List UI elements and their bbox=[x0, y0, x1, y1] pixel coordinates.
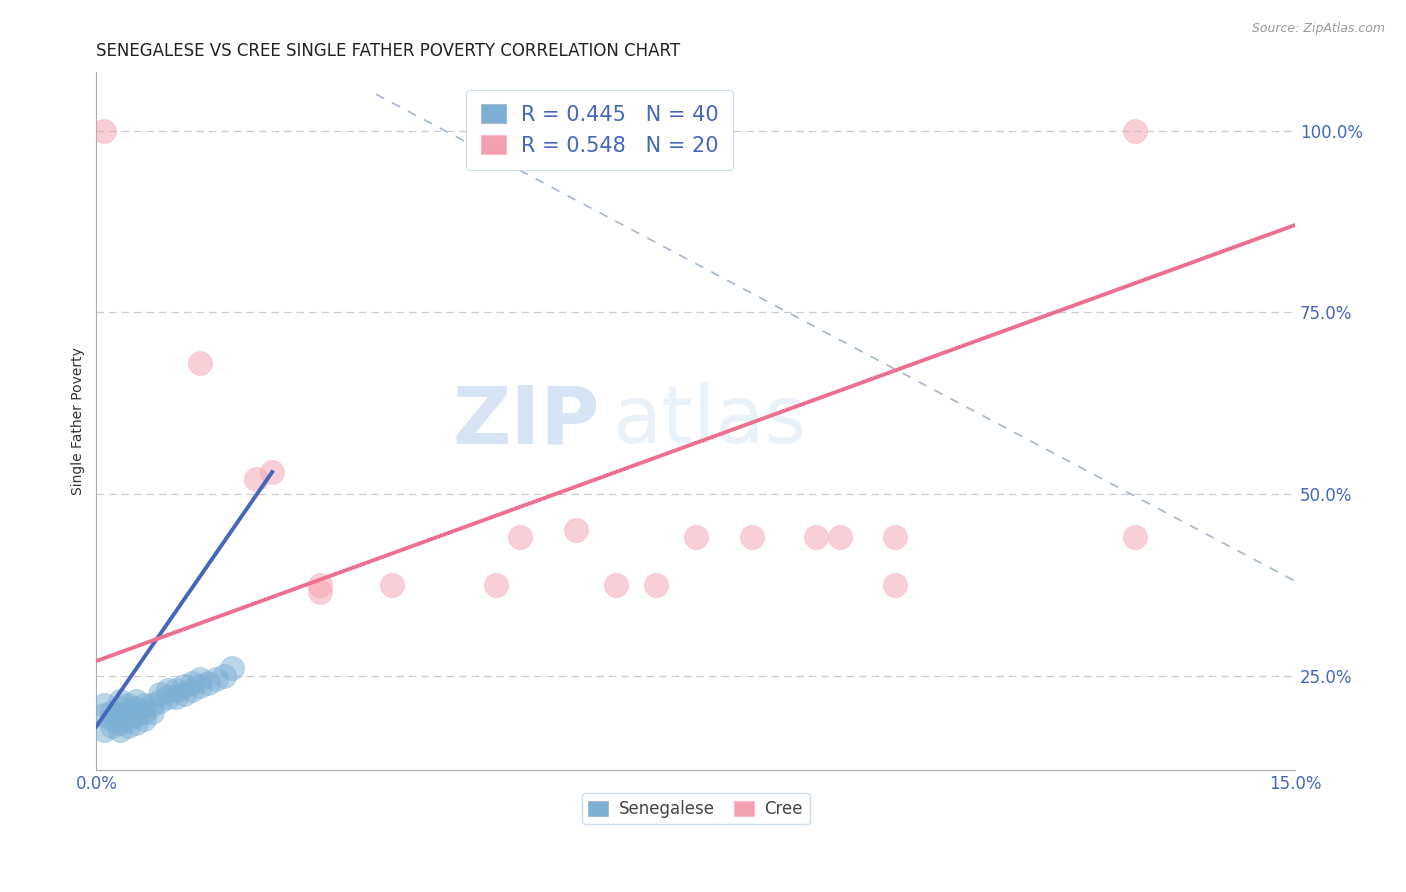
Point bbox=[644, 577, 666, 591]
Point bbox=[117, 698, 139, 712]
Point bbox=[188, 672, 211, 686]
Point bbox=[262, 465, 284, 479]
Point bbox=[149, 687, 172, 701]
Point bbox=[141, 705, 163, 719]
Point bbox=[101, 719, 124, 733]
Point bbox=[605, 577, 627, 591]
Point bbox=[93, 723, 115, 737]
Point bbox=[149, 694, 172, 708]
Point bbox=[212, 668, 235, 682]
Point bbox=[309, 577, 332, 591]
Point bbox=[181, 683, 204, 698]
Point bbox=[165, 690, 187, 705]
Point bbox=[165, 683, 187, 698]
Point bbox=[110, 708, 132, 723]
Point bbox=[125, 715, 148, 730]
Point bbox=[134, 705, 156, 719]
Point bbox=[1123, 531, 1146, 545]
Point bbox=[134, 698, 156, 712]
Point bbox=[181, 675, 204, 690]
Point bbox=[110, 715, 132, 730]
Point bbox=[101, 712, 124, 726]
Text: ZIP: ZIP bbox=[453, 382, 600, 460]
Text: Source: ZipAtlas.com: Source: ZipAtlas.com bbox=[1251, 22, 1385, 36]
Point bbox=[117, 705, 139, 719]
Point bbox=[93, 698, 115, 712]
Point bbox=[93, 708, 115, 723]
Point bbox=[188, 356, 211, 370]
Point bbox=[110, 701, 132, 715]
Point bbox=[101, 705, 124, 719]
Point bbox=[685, 531, 707, 545]
Point bbox=[173, 680, 195, 694]
Point bbox=[565, 523, 588, 537]
Text: SENEGALESE VS CREE SINGLE FATHER POVERTY CORRELATION CHART: SENEGALESE VS CREE SINGLE FATHER POVERTY… bbox=[97, 42, 681, 60]
Point bbox=[125, 708, 148, 723]
Point bbox=[221, 661, 243, 675]
Point bbox=[381, 577, 404, 591]
Point bbox=[828, 531, 851, 545]
Point bbox=[125, 701, 148, 715]
Point bbox=[245, 472, 267, 486]
Point bbox=[157, 683, 180, 698]
Point bbox=[741, 531, 763, 545]
Legend: Senegalese, Cree: Senegalese, Cree bbox=[582, 793, 810, 824]
Point bbox=[188, 680, 211, 694]
Point bbox=[485, 577, 508, 591]
Point bbox=[93, 123, 115, 137]
Point bbox=[884, 577, 907, 591]
Y-axis label: Single Father Poverty: Single Father Poverty bbox=[72, 347, 86, 495]
Point bbox=[884, 531, 907, 545]
Point bbox=[509, 531, 531, 545]
Point bbox=[804, 531, 827, 545]
Point bbox=[173, 687, 195, 701]
Point bbox=[157, 690, 180, 705]
Point bbox=[117, 719, 139, 733]
Point bbox=[125, 694, 148, 708]
Point bbox=[197, 675, 219, 690]
Point bbox=[110, 694, 132, 708]
Point bbox=[205, 672, 228, 686]
Point bbox=[1123, 123, 1146, 137]
Point bbox=[117, 712, 139, 726]
Point bbox=[141, 698, 163, 712]
Point bbox=[309, 585, 332, 599]
Point bbox=[134, 712, 156, 726]
Text: atlas: atlas bbox=[612, 382, 806, 460]
Point bbox=[110, 723, 132, 737]
